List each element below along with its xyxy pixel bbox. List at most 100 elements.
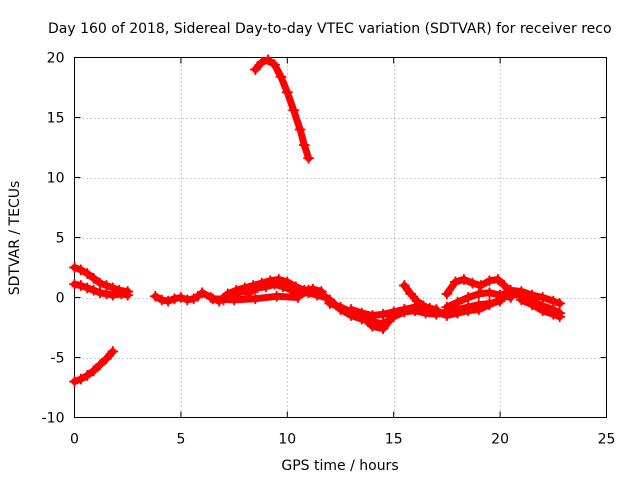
data-point xyxy=(100,353,112,365)
data-series xyxy=(69,54,566,387)
data-point xyxy=(169,293,181,305)
data-point xyxy=(526,299,538,311)
data-point xyxy=(441,288,453,300)
x-tick: 10 xyxy=(278,57,296,448)
x-tick-label: 0 xyxy=(70,432,79,448)
data-point xyxy=(288,104,300,116)
data-point xyxy=(275,71,287,83)
data-point xyxy=(249,293,261,305)
data-point xyxy=(430,304,442,315)
y-tick-label: 0 xyxy=(56,291,65,307)
y-tick-label: -10 xyxy=(42,411,65,427)
x-tick-label: 25 xyxy=(598,432,616,448)
data-point xyxy=(377,308,389,320)
data-point xyxy=(107,346,119,357)
data-point xyxy=(277,281,289,293)
data-point xyxy=(298,139,310,151)
data-point xyxy=(100,288,112,300)
data-point xyxy=(515,294,527,306)
x-tick-label: 20 xyxy=(491,432,509,448)
grid xyxy=(74,57,607,418)
data-point xyxy=(81,282,93,294)
data-point xyxy=(466,277,478,289)
data-point xyxy=(505,284,517,296)
y-tick: -5 xyxy=(51,351,607,367)
data-point xyxy=(88,272,100,284)
x-tick: 0 xyxy=(70,57,79,448)
data-point xyxy=(492,274,504,285)
data-point xyxy=(398,304,410,315)
y-axis-label: SDTVAR / TECUs xyxy=(7,181,23,296)
series-arc-17 xyxy=(515,294,566,323)
data-point xyxy=(228,294,240,306)
series-arc-8 xyxy=(249,54,315,164)
data-point xyxy=(366,310,378,321)
data-point xyxy=(462,305,474,317)
data-point xyxy=(115,288,127,300)
data-point xyxy=(377,323,389,335)
data-point xyxy=(88,284,100,296)
data-point xyxy=(345,304,357,315)
data-point xyxy=(88,365,100,377)
data-point xyxy=(537,292,549,303)
data-point xyxy=(81,268,93,279)
x-axis-label: GPS time / hours xyxy=(281,458,398,474)
data-point xyxy=(366,320,378,332)
data-point xyxy=(554,311,566,323)
data-point xyxy=(417,300,429,312)
data-point xyxy=(149,290,161,302)
data-point xyxy=(256,56,268,68)
data-point xyxy=(449,276,461,288)
data-point xyxy=(388,306,400,318)
y-tick: 15 xyxy=(47,111,607,127)
data-point xyxy=(94,287,106,299)
data-point xyxy=(452,296,464,308)
data-point xyxy=(94,359,106,371)
data-point xyxy=(286,284,298,296)
data-point xyxy=(313,287,325,299)
data-point xyxy=(303,152,315,164)
x-tick: 15 xyxy=(385,57,403,448)
data-point xyxy=(156,294,168,306)
data-point xyxy=(94,277,106,289)
y-tick-label: 5 xyxy=(56,231,65,247)
data-point xyxy=(356,307,368,319)
data-point xyxy=(554,298,566,309)
x-tick-label: 5 xyxy=(176,432,185,448)
data-point xyxy=(281,86,293,98)
y-tick: 5 xyxy=(56,231,607,247)
data-point xyxy=(498,280,510,291)
data-point xyxy=(196,287,208,299)
data-point xyxy=(271,290,283,302)
series-arc-2 xyxy=(69,278,134,301)
data-point xyxy=(398,280,410,291)
series-arc-1 xyxy=(69,262,134,297)
data-point xyxy=(462,292,474,303)
x-axis: 0 5 10 15 20 25 xyxy=(70,57,616,448)
data-point xyxy=(69,278,80,290)
y-tick: 10 xyxy=(47,171,607,187)
data-point xyxy=(269,59,281,71)
y-tick-label: 10 xyxy=(47,171,65,187)
y-tick-label: 15 xyxy=(47,111,65,127)
y-axis: -10 -5 0 5 10 15 20 xyxy=(42,51,607,427)
data-point xyxy=(526,289,538,301)
data-point xyxy=(424,302,436,314)
data-point xyxy=(405,288,417,300)
x-tick-label: 15 xyxy=(385,432,403,448)
y-tick-label: -5 xyxy=(51,351,65,367)
x-tick-label: 10 xyxy=(278,432,296,448)
data-point xyxy=(483,299,495,311)
data-point xyxy=(292,286,304,297)
data-point xyxy=(75,280,87,291)
data-point xyxy=(262,54,274,66)
data-point xyxy=(494,289,506,301)
data-point xyxy=(411,295,423,307)
y-tick-label: 20 xyxy=(47,51,65,67)
data-point xyxy=(547,295,559,307)
data-point xyxy=(409,302,421,314)
series-arc-12 xyxy=(398,280,442,315)
series-arc-7 xyxy=(207,290,304,306)
data-point xyxy=(547,308,559,320)
